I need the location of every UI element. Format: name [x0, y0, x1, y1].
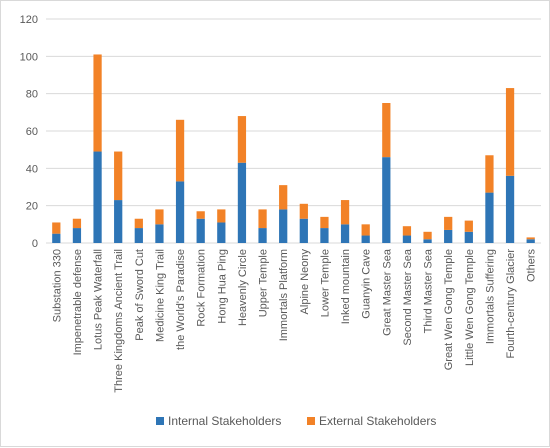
- y-tick-label: 100: [20, 51, 38, 63]
- x-tick-label: Heavenly Circle: [237, 249, 249, 326]
- bar-segment-internal: [279, 209, 288, 243]
- bar-segment-external: [505, 88, 515, 176]
- bar-segment-external: [217, 209, 226, 223]
- y-tick-label: 40: [26, 163, 38, 175]
- x-tick-label: Lotus Peak Waterfall: [93, 249, 105, 350]
- bar-segment-internal: [423, 239, 432, 243]
- x-axis-ticks: Substation 330 Impenetrable defense Lotus …: [51, 248, 537, 393]
- bar-segment-internal: [464, 231, 473, 243]
- legend-swatch: [156, 417, 164, 425]
- bar-segment-external: [402, 226, 412, 236]
- legend: Internal Stakeholders External Stakeholde…: [156, 414, 436, 428]
- x-tick-label: Peak of Sword Cut: [134, 249, 146, 341]
- bar-segment-internal: [196, 218, 205, 243]
- bars: [52, 54, 535, 243]
- x-tick-label: Great Wen Gong Temple: [443, 249, 455, 370]
- bar-segment-internal: [444, 229, 453, 243]
- bar-segment-external: [93, 54, 102, 152]
- bar-segment-external: [134, 218, 143, 229]
- x-tick-label: Inked mountain: [340, 249, 352, 324]
- bar-segment-external: [114, 151, 123, 201]
- bar-segment-external: [237, 116, 247, 163]
- x-tick-label: Alpine Neony: [299, 249, 311, 315]
- bar-segment-external: [526, 237, 535, 240]
- x-tick-label: Third Master Sea: [423, 248, 435, 333]
- bar-segment-internal: [237, 162, 247, 243]
- bar-segment-external: [444, 216, 453, 230]
- x-tick-label: Rock Formation: [196, 249, 208, 327]
- bar-segment-internal: [382, 157, 391, 243]
- legend-label: External Stakeholders: [319, 414, 436, 428]
- bar-segment-external: [72, 218, 82, 229]
- x-tick-label: Medicine King Trail: [154, 249, 166, 342]
- bar-segment-internal: [526, 239, 535, 243]
- bar-segment-internal: [258, 228, 267, 243]
- y-axis-ticks: 0 20 40 60 80 100 120: [20, 14, 38, 250]
- bar-segment-internal: [114, 200, 123, 243]
- bar-segment-internal: [299, 218, 308, 243]
- bar-segment-internal: [217, 222, 226, 243]
- bar-segment-internal: [505, 175, 515, 243]
- bar-segment-internal: [134, 228, 143, 243]
- bar-segment-external: [320, 216, 329, 229]
- bar-segment-external: [196, 211, 205, 219]
- bar-segment-internal: [72, 228, 82, 243]
- x-tick-label: Second Master Sea: [402, 248, 414, 345]
- legend-label: Internal Stakeholders: [168, 414, 281, 428]
- x-tick-label: Three Kingdoms Ancient Trail: [113, 249, 125, 393]
- bar-segment-external: [299, 203, 308, 219]
- bar-segment-internal: [320, 228, 329, 243]
- x-tick-label: Fourth-century Glacier: [505, 249, 517, 359]
- x-tick-label: Immortals Platform: [278, 249, 290, 341]
- bar-segment-external: [340, 200, 350, 225]
- x-tick-label: Hong Hua Ping: [216, 249, 228, 324]
- bar-segment-external: [279, 185, 288, 210]
- x-tick-label: Great Master Sea: [381, 248, 393, 336]
- y-tick-label: 0: [32, 238, 38, 250]
- bar-segment-external: [382, 103, 391, 158]
- x-tick-label: the World's Paradise: [175, 249, 187, 350]
- y-tick-label: 20: [26, 201, 38, 213]
- bar-segment-internal: [361, 235, 370, 243]
- bar-segment-external: [175, 119, 185, 182]
- bar-segment-internal: [52, 233, 61, 243]
- bar-segment-external: [464, 220, 473, 232]
- x-tick-label: Little Wen Gong Temple: [464, 249, 476, 366]
- bar-segment-internal: [155, 224, 164, 243]
- legend-swatch: [307, 417, 315, 425]
- bar-segment-internal: [340, 224, 350, 243]
- bar-segment-internal: [485, 192, 494, 243]
- x-tick-label: Impenetrable defense: [72, 249, 84, 355]
- bar-segment-internal: [402, 235, 412, 243]
- bar-segment-external: [258, 209, 267, 229]
- y-tick-label: 80: [26, 89, 38, 101]
- bar-segment-external: [485, 155, 494, 193]
- gridlines: [46, 18, 541, 244]
- x-tick-label: Guanyin Cave: [361, 249, 373, 319]
- bar-segment-external: [155, 209, 164, 225]
- y-tick-label: 120: [20, 14, 38, 26]
- x-tick-label: Lower Temple: [319, 249, 331, 317]
- bar-segment-external: [423, 231, 432, 240]
- x-tick-label: Immortals Suffering: [484, 249, 496, 344]
- bar-segment-internal: [175, 181, 185, 243]
- bar-segment-external: [52, 222, 61, 234]
- x-tick-label: Upper Temple: [258, 249, 270, 317]
- bar-segment-external: [361, 224, 370, 236]
- x-tick-label: Others: [526, 249, 538, 283]
- bar-segment-internal: [93, 151, 102, 243]
- x-tick-label: Substation 330: [51, 249, 63, 322]
- y-tick-label: 60: [26, 126, 38, 138]
